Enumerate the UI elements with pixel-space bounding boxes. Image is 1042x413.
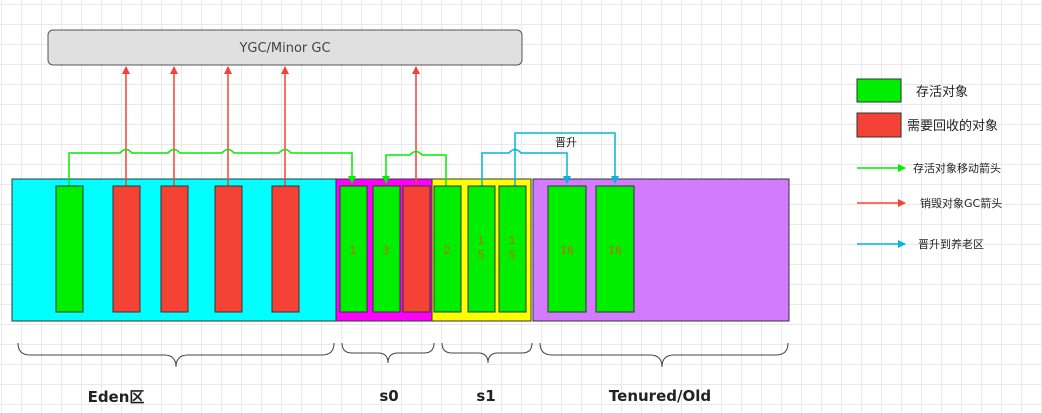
- gc-arrows: [122, 66, 420, 186]
- garbage-object: [214, 185, 243, 313]
- object-age: 2: [444, 244, 451, 257]
- legend-garbage-label: 需要回收的对象: [907, 118, 998, 134]
- promote-arrows: [481, 132, 619, 186]
- s1-label: s1: [476, 387, 495, 405]
- legend-gc-label: 销毁对象GC箭头: [920, 196, 1002, 210]
- move-arrow-eden-to-s0: [68, 148, 356, 186]
- live-object: [339, 185, 368, 313]
- garbage-object: [402, 185, 431, 313]
- legend-live-swatch: [856, 78, 902, 103]
- legend-live-label: 存活对象: [916, 85, 968, 100]
- s1-brace: [441, 342, 533, 364]
- live-object: [55, 185, 84, 313]
- gc-box: [47, 29, 523, 66]
- garbage-object: [271, 185, 300, 313]
- s0-brace: [341, 342, 435, 364]
- garbage-object: [112, 185, 141, 313]
- legend-garbage-swatch: [856, 112, 902, 138]
- live-object: [547, 185, 587, 313]
- live-object: [433, 185, 462, 313]
- live-object: [372, 185, 401, 313]
- live-object: [498, 185, 527, 313]
- move-arrows: [68, 148, 447, 186]
- legend-promote-label: 晋升到养老区: [918, 237, 984, 251]
- promote-arrow-b: [514, 132, 619, 186]
- object-age: 16: [608, 244, 622, 257]
- live-object: [467, 185, 496, 313]
- old-brace: [539, 342, 789, 368]
- live-object: [595, 185, 635, 313]
- object-age: 16: [560, 244, 574, 257]
- region-braces: [17, 342, 789, 368]
- legend: 存活对象 需要回收的对象 存活对象移动箭头 销毁对象GC箭头 晋升到养老区: [856, 78, 1002, 251]
- move-arrow-s1-to-s0: [382, 150, 447, 186]
- object-age: 1: [350, 244, 357, 257]
- promote-label: 晋升: [555, 136, 577, 149]
- eden-brace: [17, 342, 335, 368]
- garbage-object: [160, 185, 189, 313]
- eden-label: Eden区: [88, 388, 145, 406]
- s0-label: s0: [379, 387, 398, 405]
- object-age: 3: [383, 244, 390, 257]
- old-label: Tenured/Old: [609, 387, 711, 405]
- legend-move-label: 存活对象移动箭头: [913, 161, 1001, 175]
- gc-box-label: YGC/Minor GC: [238, 41, 330, 56]
